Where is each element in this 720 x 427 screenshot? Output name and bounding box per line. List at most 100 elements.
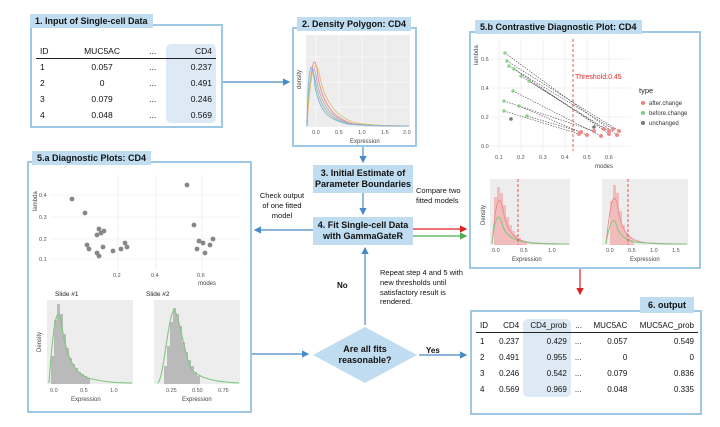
cell: 1 [480,336,485,346]
cell: 0.246 [499,368,520,378]
x-tick: 0.2 [517,155,525,161]
cell: 0.237 [165,58,216,75]
decision-diamond [313,327,417,383]
diagnostic-density-slide1: Slide #1 Density 0.0 0.5 1.0 Expression [37,291,133,403]
input-data-title: 1. Input of Single-cell Data [30,14,153,28]
output-table-header: ID CD4 CD4_prob ... MUC5AC MUC5AC_prob [476,319,698,333]
step4-fit-gammagater: 4. Fit Single-cell Data with GammaGateR [313,217,413,245]
density-ylabel: density [297,70,303,89]
lambda-label: lambda [33,191,39,211]
x-tick: 0.0 [492,248,500,254]
x-tick: 0.5 [520,248,528,254]
x-tick: 1.5 [672,248,680,254]
x-tick: 0.25 [166,388,177,394]
cell: 0.955 [523,349,571,365]
legend: type after.change before.change unchange… [639,86,688,127]
x-tick: 0.5 [583,155,591,161]
density-xlabel: Expression [182,397,212,403]
cell: ... [149,78,157,88]
slide1-label: Slide #1 [55,291,79,298]
table-row: 2 0.491 0.955... 0 0 [476,349,698,365]
lambda-label: lambda [474,45,480,65]
density-polygon-plot: density 0.0 0.5 1.0 1.5 2.0 Expression [297,35,411,145]
density-xlabel: Expression [512,257,542,263]
contrastive-density-left: Density 0.0 0.5 1.0 Expression [481,179,570,263]
cell: 0.549 [673,336,694,346]
cell: ... [574,352,582,362]
legend-title: type [639,86,653,95]
x-tick: 1.0 [110,388,118,394]
x-tick: 1.0 [650,248,658,254]
y-tick: 0.3 [39,215,47,221]
cell: ... [149,110,157,120]
legend-after-label: after.change [649,101,683,107]
diagnostic-scatter: lambda 0.4 0.3 0.2 0.1 0.2 0.4 0.6 modes [33,175,241,287]
x-tick: 0.0 [50,388,58,394]
table-row: 2 0... 0.491 [36,75,216,91]
cell: 0.246 [165,91,216,107]
check-output-note: Check output of one fitted model [259,191,305,220]
cell: 3 [40,94,45,104]
slide2-label: Slide #2 [146,291,170,298]
cell: 0.048 [607,384,628,394]
x-tick: 0.3 [539,155,547,161]
y-tick: 0.0 [481,144,489,150]
repeat-note: Repeat step 4 and 5 with new thresholds … [380,268,463,307]
table-row: 4 0.048... 0.569 [36,107,216,123]
output-title: 6. output [640,297,694,313]
modes-label: modes [595,164,613,170]
cell: 0 [99,78,105,88]
x-tick: 0.2 [113,273,121,279]
y-tick: 0.4 [39,193,47,199]
compare-models-note: Compare two fitted models [416,186,461,205]
cell: 0.335 [673,384,694,394]
cell: 0.048 [91,110,113,120]
x-tick: 0.1 [495,155,503,161]
no-label: No [337,281,348,290]
output-col-muc5ac-prob: MUC5AC_prob [631,319,698,333]
x-tick: 0.75 [218,388,229,394]
x-tick: 0.5 [628,248,636,254]
legend-unchanged-label: unchanged [649,121,679,127]
cell: ... [574,368,582,378]
output-col-cd4-prob: CD4_prob [523,319,571,333]
cell: 0.491 [165,75,216,91]
cell: 0.057 [607,336,628,346]
cell: ... [149,62,157,72]
cell: 0 [622,352,628,362]
cell: 0.079 [91,94,113,104]
threshold-label: Threshold:0.45 [575,74,622,81]
cell: 4 [480,384,485,394]
output-table: ID CD4 CD4_prob ... MUC5AC MUC5AC_prob 1… [476,319,698,397]
density-xlabel: Expression [630,257,660,263]
table-row: 1 0.057... 0.237 [36,58,216,75]
x-tick: 1.5 [381,130,389,136]
cell: ... [149,94,157,104]
density-ylabel: Density [481,205,487,225]
cell: 0.836 [673,368,694,378]
input-col-id: ID [36,44,65,59]
x-tick: 2.0 [403,130,411,136]
density-xlabel: Expression [350,139,380,145]
cell: ... [574,336,582,346]
x-tick: 0.5 [80,388,88,394]
cell: 0 [689,352,694,362]
cell: 0.057 [91,62,113,72]
cell: 0.542 [523,365,571,381]
y-tick: 0.2 [481,115,489,121]
x-tick: 0.6 [605,155,613,161]
x-tick: 0.5 [335,130,343,136]
cell: 0.569 [499,384,520,394]
cell: 2 [480,352,485,362]
cell: 0.969 [523,381,571,397]
cell: 3 [480,368,485,378]
legend-before-label: before.change [649,111,688,117]
y-tick: 0.1 [39,257,47,263]
x-tick: 0.4 [561,155,569,161]
x-tick: 0.0 [606,248,614,254]
output-col-ellipsis: ... [570,319,587,333]
y-tick: 0.2 [39,237,47,243]
diagnostic-plots-title: 5.a Diagnostic Plots: CD4 [32,151,152,165]
table-row: 3 0.246 0.542... 0.079 0.836 [476,365,698,381]
x-tick: 1.0 [358,130,366,136]
